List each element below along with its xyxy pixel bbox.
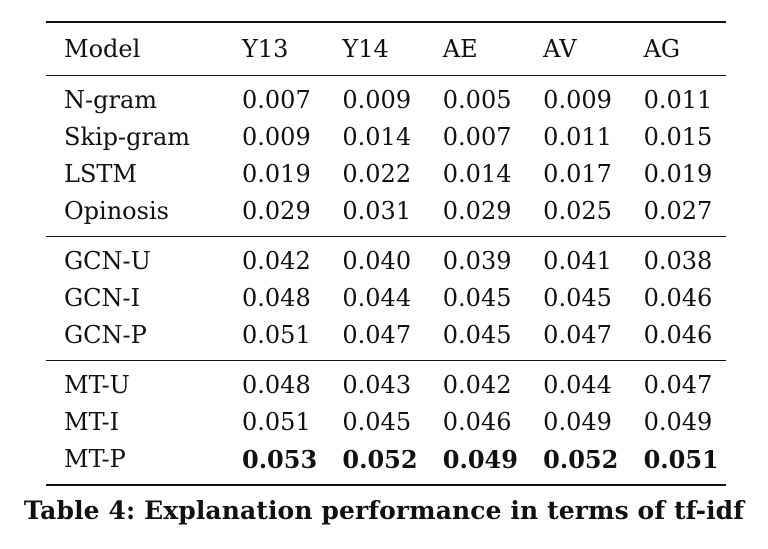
model-name-cell: N-gram <box>64 86 158 114</box>
model-name-cell: MT-U <box>46 360 224 404</box>
score-cell: 0.047 <box>342 321 412 349</box>
score-cell: 0.044 <box>525 360 626 404</box>
model-name-cell: GCN-U <box>46 236 224 280</box>
row-group: N-gram 0.007 0.009 0.005 0.009 0.011 Skip-gram… <box>46 76 726 237</box>
results-table: Model Y13 Y14 AE AV AG N-gram 0.007 0.009 0… <box>46 21 726 486</box>
model-name-cell: GCN-P <box>64 321 147 349</box>
score-cell: 0.014 <box>342 123 412 151</box>
score-cell: 0.049 <box>424 441 526 486</box>
score-cell: 0.052 <box>525 441 626 486</box>
score-cell: 0.042 <box>224 236 325 280</box>
score-cell: 0.045 <box>442 284 512 312</box>
score-cell: 0.046 <box>643 321 713 349</box>
score-cell: 0.011 <box>643 86 713 114</box>
header-ag: AG <box>625 21 726 76</box>
score-cell: 0.031 <box>342 197 412 225</box>
score-cell: 0.027 <box>643 197 713 225</box>
score-cell: 0.041 <box>525 236 626 280</box>
table-row: GCN-U 0.042 0.040 0.039 0.041 0.038 <box>46 236 726 280</box>
header-y13: Y13 <box>224 21 325 76</box>
score-cell: 0.019 <box>643 160 713 188</box>
model-name-cell: MT-I <box>64 408 120 436</box>
model-name-cell: Opinosis <box>64 197 169 225</box>
score-cell: 0.022 <box>342 160 412 188</box>
table-row: Skip-gram 0.009 0.014 0.007 0.011 0.015 <box>46 119 726 156</box>
table-row: N-gram 0.007 0.009 0.005 0.009 0.011 <box>46 76 726 120</box>
score-cell: 0.048 <box>224 360 325 404</box>
score-cell: 0.047 <box>625 360 726 404</box>
score-cell: 0.039 <box>424 236 526 280</box>
header-row: Model Y13 Y14 AE AV AG <box>46 21 726 76</box>
score-cell: 0.042 <box>424 360 526 404</box>
model-name-cell: LSTM <box>64 160 137 188</box>
row-group: GCN-U 0.042 0.040 0.039 0.041 0.038 GCN-I 0.048… <box>46 236 726 361</box>
score-cell: 0.049 <box>543 408 612 436</box>
score-cell: 0.045 <box>543 284 612 312</box>
score-cell: 0.051 <box>625 441 726 486</box>
score-cell: 0.019 <box>242 160 311 188</box>
score-cell: 0.038 <box>625 236 726 280</box>
header-ae: AE <box>424 21 526 76</box>
results-table-container: Model Y13 Y14 AE AV AG N-gram 0.007 0.009 0… <box>46 21 726 486</box>
score-cell: 0.011 <box>543 123 612 151</box>
score-cell: 0.053 <box>224 441 325 486</box>
score-cell: 0.029 <box>442 197 512 225</box>
score-cell: 0.051 <box>242 321 311 349</box>
score-cell: 0.046 <box>442 408 512 436</box>
table-row: LSTM 0.019 0.022 0.014 0.017 0.019 <box>46 156 726 193</box>
header-model: Model <box>46 21 224 76</box>
table-row: MT-P 0.053 0.052 0.049 0.052 0.051 <box>46 441 726 486</box>
table-row: MT-U 0.048 0.043 0.042 0.044 0.047 <box>46 360 726 404</box>
row-group: MT-U 0.048 0.043 0.042 0.044 0.047 MT-I 0.051 0.… <box>46 360 726 486</box>
score-cell: 0.049 <box>643 408 713 436</box>
model-name-cell: Skip-gram <box>64 123 191 151</box>
table-header: Model Y13 Y14 AE AV AG <box>46 21 726 76</box>
header-y14: Y14 <box>324 21 425 76</box>
table-caption: Table 4: Explanation performance in term… <box>23 496 745 525</box>
score-cell: 0.015 <box>643 123 713 151</box>
table-row: GCN-I 0.048 0.044 0.045 0.045 0.046 <box>46 280 726 317</box>
score-cell: 0.029 <box>242 197 311 225</box>
score-cell: 0.007 <box>242 86 311 114</box>
score-cell: 0.052 <box>324 441 425 486</box>
table-row: GCN-P 0.051 0.047 0.045 0.047 0.046 <box>46 317 726 361</box>
model-name-cell: MT-P <box>46 441 224 486</box>
score-cell: 0.043 <box>324 360 425 404</box>
score-cell: 0.007 <box>442 123 512 151</box>
score-cell: 0.047 <box>543 321 612 349</box>
score-cell: 0.014 <box>442 160 512 188</box>
header-av: AV <box>525 21 626 76</box>
score-cell: 0.048 <box>242 284 311 312</box>
model-name-cell: GCN-I <box>64 284 141 312</box>
score-cell: 0.009 <box>242 123 311 151</box>
score-cell: 0.017 <box>543 160 612 188</box>
score-cell: 0.045 <box>442 321 512 349</box>
score-cell: 0.051 <box>242 408 311 436</box>
score-cell: 0.009 <box>342 86 412 114</box>
score-cell: 0.005 <box>442 86 512 114</box>
score-cell: 0.025 <box>543 197 612 225</box>
score-cell: 0.046 <box>643 284 713 312</box>
score-cell: 0.044 <box>342 284 412 312</box>
score-cell: 0.009 <box>543 86 612 114</box>
score-cell: 0.045 <box>342 408 412 436</box>
score-cell: 0.040 <box>324 236 425 280</box>
table-row: Opinosis 0.029 0.031 0.029 0.025 0.027 <box>46 193 726 237</box>
table-row: MT-I 0.051 0.045 0.046 0.049 0.049 <box>46 404 726 441</box>
